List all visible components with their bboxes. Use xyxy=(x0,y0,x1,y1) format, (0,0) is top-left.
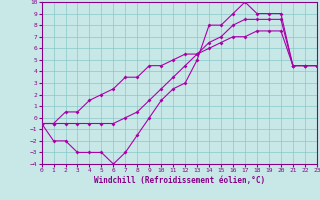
X-axis label: Windchill (Refroidissement éolien,°C): Windchill (Refroidissement éolien,°C) xyxy=(94,176,265,185)
